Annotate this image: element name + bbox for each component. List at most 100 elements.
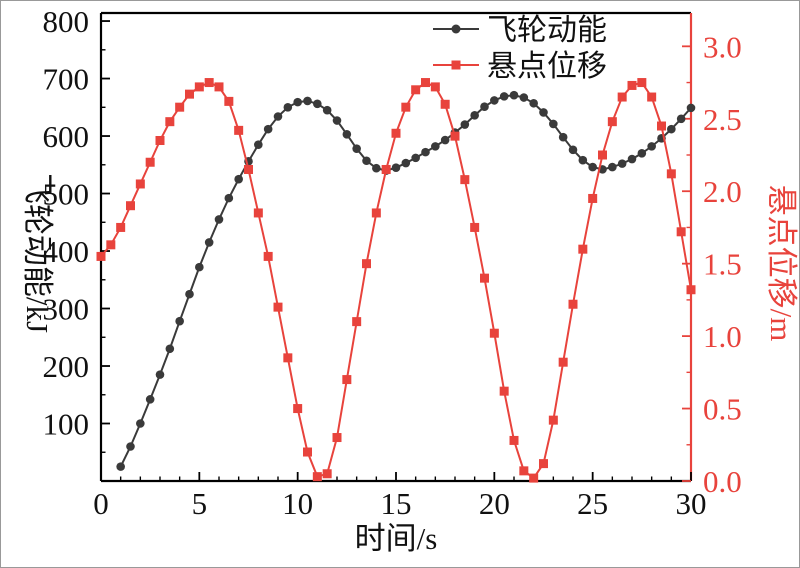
series-marker-suspension-displacement (637, 78, 647, 88)
series-marker-suspension-displacement (509, 435, 519, 445)
series-marker-flywheel-energy (676, 114, 686, 124)
series-marker-flywheel-energy (401, 158, 411, 168)
series-marker-flywheel-energy (204, 238, 214, 247)
series-marker-flywheel-energy (136, 419, 145, 428)
left-axis-title: 飞轮动能/kJ (20, 173, 55, 333)
series-line-suspension-displacement (100, 81, 692, 480)
series-marker-suspension-displacement (617, 92, 627, 102)
series-marker-flywheel-energy (175, 316, 184, 326)
series-marker-suspension-displacement (647, 92, 657, 102)
series-marker-suspension-displacement (666, 169, 676, 179)
series-marker-suspension-displacement (470, 222, 480, 232)
left-tick-label: 800 (43, 4, 90, 39)
series-marker-flywheel-energy (313, 99, 322, 109)
series-marker-flywheel-energy (568, 145, 578, 155)
series-marker-suspension-displacement (440, 99, 450, 109)
series-marker-flywheel-energy (440, 135, 450, 145)
series-marker-suspension-displacement (401, 102, 411, 112)
series-marker-flywheel-energy (322, 105, 332, 115)
series-marker-flywheel-energy (529, 98, 538, 108)
series-marker-suspension-displacement (253, 208, 263, 218)
series-marker-flywheel-energy (608, 162, 617, 172)
series-marker-flywheel-energy (165, 344, 175, 354)
series-marker-flywheel-energy (155, 370, 165, 379)
series-marker-suspension-displacement (430, 82, 440, 92)
series-marker-flywheel-energy (558, 132, 568, 142)
series-marker-suspension-displacement (273, 302, 283, 312)
series-marker-suspension-displacement (204, 78, 214, 88)
x-tick-label: 25 (577, 486, 608, 521)
series-marker-suspension-displacement (352, 317, 362, 327)
series-marker-flywheel-energy (627, 154, 637, 164)
right-tick-label: 3.0 (703, 29, 742, 64)
series-marker-suspension-displacement (627, 80, 637, 90)
series-marker-suspension-displacement (145, 157, 155, 167)
series-marker-flywheel-energy (214, 215, 224, 224)
series-marker-suspension-displacement (126, 201, 135, 211)
legend-label: 悬点位移 (487, 50, 607, 83)
x-tick-label: 0 (93, 486, 109, 521)
series-marker-suspension-displacement (106, 240, 116, 250)
series-marker-suspension-displacement (499, 386, 509, 396)
right-tick-label: 0.0 (703, 464, 742, 499)
right-tick-label: 1.0 (703, 319, 742, 354)
series-marker-suspension-displacement (342, 375, 352, 385)
series-marker-suspension-displacement (391, 128, 401, 138)
series-marker-flywheel-energy (421, 147, 430, 157)
series-marker-suspension-displacement (263, 251, 273, 261)
right-tick-label: 2.0 (703, 174, 742, 209)
series-marker-flywheel-energy (303, 96, 312, 106)
series-marker-flywheel-energy (254, 140, 263, 149)
legend-label: 飞轮动能 (487, 14, 607, 47)
series-marker-flywheel-energy (470, 111, 479, 120)
series-marker-suspension-displacement (480, 273, 489, 283)
series-marker-suspension-displacement (411, 85, 421, 95)
series-marker-suspension-displacement (96, 251, 106, 261)
series-marker-suspension-displacement (529, 473, 539, 483)
series-marker-flywheel-energy (352, 144, 361, 153)
series-marker-suspension-displacement (460, 175, 470, 185)
series-marker-flywheel-energy (480, 102, 489, 112)
series-marker-suspension-displacement (135, 179, 145, 189)
series-marker-suspension-displacement (578, 244, 588, 254)
series-marker-flywheel-energy (499, 92, 509, 101)
series-marker-suspension-displacement (155, 136, 165, 146)
series-marker-flywheel-energy (283, 102, 293, 112)
x-tick-label: 15 (381, 486, 412, 521)
series-marker-flywheel-energy (637, 148, 647, 158)
series-marker-suspension-displacement (568, 299, 578, 309)
series-marker-flywheel-energy (234, 174, 243, 184)
series-marker-flywheel-energy (224, 193, 234, 203)
left-tick-label: 400 (43, 234, 90, 269)
series-marker-flywheel-energy (411, 153, 420, 163)
series-marker-suspension-displacement (657, 121, 666, 131)
right-axis-title: 悬点位移/m (764, 185, 799, 342)
series-marker-flywheel-energy (362, 156, 371, 166)
series-marker-suspension-displacement (116, 222, 126, 232)
series-marker-suspension-displacement (588, 193, 598, 203)
series-marker-suspension-displacement (676, 227, 686, 237)
left-tick-label: 300 (43, 292, 90, 327)
series-marker-flywheel-energy (460, 120, 470, 129)
series-marker-flywheel-energy (185, 289, 194, 299)
series-marker-suspension-displacement (332, 433, 342, 443)
series-marker-flywheel-energy (431, 142, 440, 151)
series-marker-flywheel-energy (509, 90, 519, 100)
series-marker-suspension-displacement (175, 102, 185, 112)
series-marker-flywheel-energy (539, 108, 548, 117)
series-marker-suspension-displacement (322, 469, 332, 479)
series-marker-suspension-displacement (194, 82, 204, 92)
x-tick-label: 10 (282, 486, 313, 521)
series-marker-suspension-displacement (421, 78, 430, 88)
series-marker-suspension-displacement (381, 164, 391, 174)
series-marker-suspension-displacement (489, 328, 499, 338)
series-marker-flywheel-energy (549, 119, 558, 129)
left-tick-label: 700 (43, 62, 90, 97)
series-marker-suspension-displacement (185, 89, 194, 99)
right-tick-label: 1.5 (703, 247, 742, 282)
series-marker-suspension-displacement (548, 415, 558, 425)
chart-canvas: 0 5 10 15 20 25 30 100 200 300 400 500 600 700 800 0.0 0… (43, 4, 742, 521)
series-marker-flywheel-energy (686, 103, 696, 113)
